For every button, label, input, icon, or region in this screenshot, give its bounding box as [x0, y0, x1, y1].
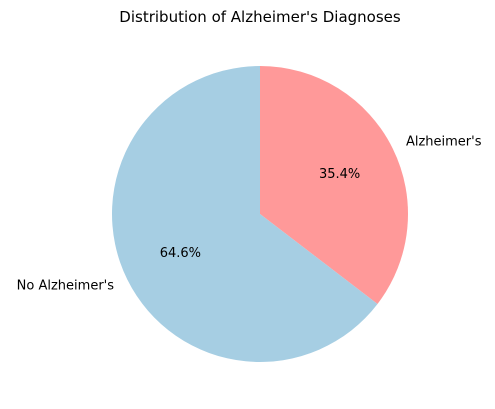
slice-pct-label-0: 35.4%: [319, 167, 360, 182]
pie-slice-0: [260, 66, 409, 304]
slice-label-0: Alzheimer's: [406, 134, 482, 149]
slice-label-1: No Alzheimer's: [17, 279, 115, 294]
pie-slices: [112, 66, 409, 362]
chart-title: Distribution of Alzheimer's Diagnoses: [119, 8, 401, 26]
pie-labels: Alzheimer's 35.4% No Alzheimer's 64.6%: [17, 134, 482, 293]
slice-pct-label-1: 64.6%: [160, 246, 201, 261]
pie-slice-1: [112, 66, 378, 362]
